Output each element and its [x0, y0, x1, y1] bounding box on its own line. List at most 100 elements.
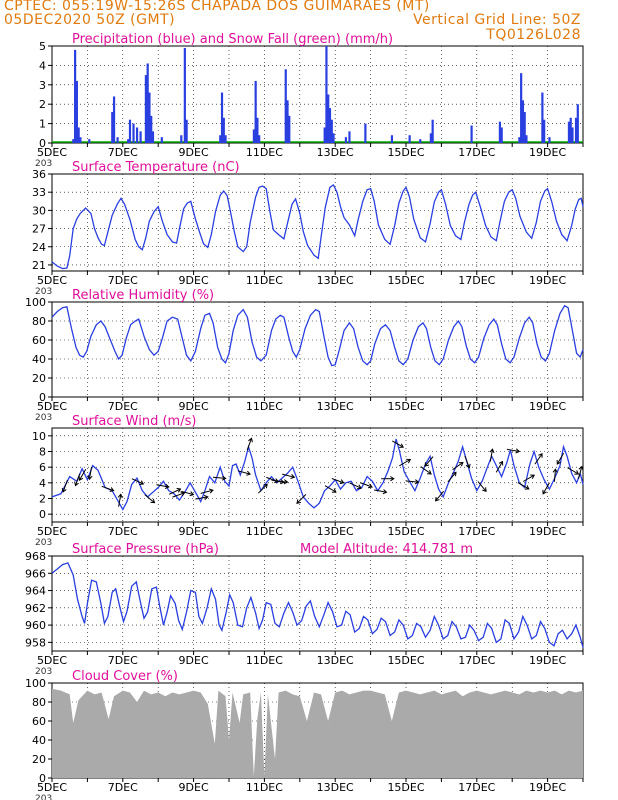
x-tick-label: 9DEC	[179, 146, 209, 159]
precip-bar	[220, 92, 224, 143]
x-tick-label: 11DEC	[246, 781, 283, 794]
x-tick-label: 5DEC	[37, 654, 67, 667]
precip-bar	[77, 127, 80, 143]
y-tick-label: 958	[25, 636, 46, 649]
precip-bar	[364, 123, 367, 143]
header-model-id: TQ0126L028	[486, 27, 581, 43]
series-line	[51, 562, 584, 648]
wind-arrow-head	[189, 491, 195, 497]
y-tick-label: 80	[32, 315, 46, 328]
wind-arrow-head	[458, 461, 464, 467]
wind-arrow-shaft	[195, 496, 208, 500]
precip-bar	[72, 139, 75, 143]
precip-bar	[139, 131, 142, 143]
wind-arrow-head	[221, 475, 227, 481]
y-tick-label: 33	[32, 186, 46, 199]
wind-arrow-head	[117, 493, 123, 499]
x-year-label: 203	[35, 413, 52, 423]
wind-arrow-head	[482, 487, 487, 493]
x-tick-label: 9DEC	[179, 274, 209, 287]
wind-arrow-shaft	[495, 461, 503, 473]
x-tick-label: 9DEC	[179, 654, 209, 667]
wind-arrow-head	[399, 443, 405, 448]
wind-arrow-head	[578, 465, 584, 471]
series-line	[51, 304, 584, 367]
wind-arrow-head	[61, 487, 67, 493]
precip-bar	[180, 135, 183, 143]
wind-arrow-shaft	[517, 482, 530, 490]
x-tick-label: 17DEC	[458, 400, 495, 413]
precip-bar	[150, 115, 153, 143]
x-tick-label: 15DEC	[387, 146, 424, 159]
precip-bar	[429, 133, 432, 143]
wind-arrow-head	[139, 480, 145, 485]
y-tick-label: 0	[39, 391, 46, 404]
panel-annotation: Model Altitude: 414.781 m	[300, 542, 473, 557]
precip-bar	[88, 139, 91, 143]
precip-bar	[521, 100, 525, 143]
y-tick-label: 30	[32, 204, 46, 217]
wind-arrow-shaft	[556, 452, 565, 465]
wind-arrow-head	[524, 485, 530, 490]
y-tick-label: 964	[25, 585, 46, 598]
x-tick-label: 19DEC	[529, 146, 566, 159]
wind-arrow-head	[452, 471, 457, 477]
x-tick-label: 13DEC	[317, 781, 354, 794]
wind-arrow-shaft	[542, 482, 550, 495]
wind-arrow-head	[203, 494, 209, 500]
x-tick-label: 15DEC	[387, 274, 424, 287]
precip-bar	[127, 139, 130, 143]
y-tick-label: 0	[39, 772, 46, 785]
x-tick-label: 15DEC	[387, 654, 424, 667]
precip-bar	[254, 80, 257, 143]
wind-arrow-shaft	[447, 471, 457, 483]
wind-arrow-head	[357, 484, 362, 490]
y-tick-label: 8	[39, 446, 46, 459]
wind-arrow-shaft	[567, 467, 579, 475]
y-tick-label: 80	[32, 696, 46, 709]
x-tick-label: 7DEC	[108, 400, 138, 413]
x-tick-label: 5DEC	[37, 781, 67, 794]
wind-arrow-head	[248, 437, 253, 443]
x-tick-label: 13DEC	[317, 146, 354, 159]
precip-bar	[520, 73, 523, 143]
x-tick-label: 17DEC	[458, 654, 495, 667]
y-tick-label: 0	[39, 508, 46, 521]
wind-arrow-head	[414, 479, 420, 485]
wind-arrow-shaft	[246, 438, 252, 451]
wind-arrow-shaft	[257, 483, 268, 494]
y-tick-label: 100	[25, 677, 46, 690]
wind-arrow-head	[542, 489, 547, 495]
x-tick-label: 7DEC	[108, 654, 138, 667]
precip-bar	[160, 137, 163, 143]
wind-arrow-shaft	[331, 478, 344, 484]
wind-arrow-shaft	[374, 489, 387, 493]
y-tick-label: 60	[32, 334, 46, 347]
x-tick-label: 5DEC	[37, 274, 67, 287]
y-tick-label: 1	[39, 118, 46, 131]
wind-arrow-head	[556, 459, 562, 465]
x-tick-label: 17DEC	[458, 146, 495, 159]
wind-arrow-shaft	[274, 480, 288, 483]
header-station: CPTEC: 055:19W-15:26S CHAPADA DOS GUIMAR…	[4, 0, 430, 14]
y-tick-label: 10	[32, 430, 46, 443]
precip-bar	[224, 135, 227, 143]
wind-arrow-head	[382, 489, 388, 495]
precip-bar	[567, 121, 571, 143]
x-year-label: 203	[35, 667, 52, 677]
precip-bar	[252, 129, 255, 143]
wind-arrow-shaft	[131, 478, 144, 485]
wind-arrow-shaft	[553, 469, 556, 482]
x-tick-label: 19DEC	[529, 400, 566, 413]
x-tick-label: 5DEC	[37, 400, 67, 413]
x-year-label: 203	[35, 794, 52, 800]
wind-arrow-shaft	[435, 490, 445, 502]
precip-bar	[132, 123, 135, 143]
precip-bar	[569, 117, 572, 143]
precip-bar	[79, 137, 82, 143]
wind-arrow-head	[208, 488, 214, 494]
y-tick-label: 40	[32, 353, 46, 366]
x-tick-label: 7DEC	[108, 525, 138, 538]
wind-arrow-head	[280, 479, 285, 485]
